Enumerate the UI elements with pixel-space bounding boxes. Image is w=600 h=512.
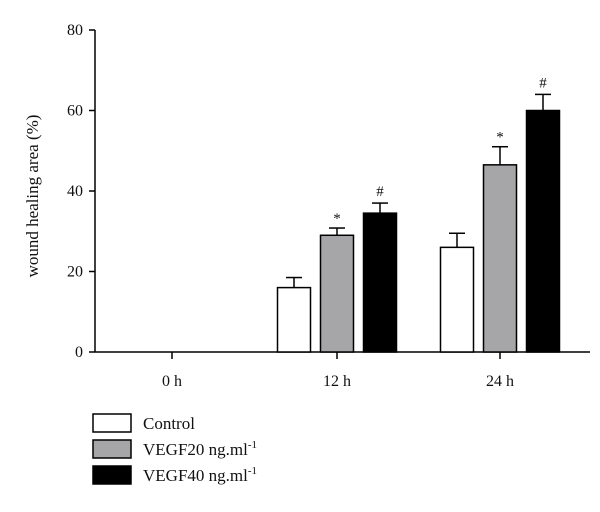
legend-label: VEGF40 ng.ml-1 — [143, 465, 257, 485]
legend-label: VEGF20 ng.ml-1 — [143, 439, 257, 459]
bar-control-12h — [276, 286, 312, 353]
legend-label-superscript: -1 — [248, 439, 257, 451]
legend-swatch — [92, 439, 132, 459]
significance-marker: # — [539, 75, 547, 91]
y-axis-title: wound healing area (%) — [23, 115, 42, 278]
x-axis: 0 h 12 h 24 h — [95, 351, 590, 390]
significance-marker: # — [376, 184, 384, 200]
bars: * * # # — [276, 75, 561, 353]
legend-label-text: VEGF40 ng.ml — [143, 466, 248, 485]
bar-vegf40-24h — [525, 109, 561, 353]
y-tick-label: 0 — [75, 344, 83, 361]
significance-marker: * — [496, 130, 504, 146]
bar-vegf40-12h — [362, 212, 398, 353]
significance-marker: * — [333, 211, 341, 227]
x-tick-label: 12 h — [323, 373, 351, 390]
legend-label-text: VEGF20 ng.ml — [143, 440, 248, 459]
legend-label-text: Control — [143, 414, 195, 433]
legend-swatch — [92, 413, 132, 433]
y-axis: 0 20 40 60 80 — [67, 22, 96, 361]
x-tick-label: 0 h — [162, 373, 182, 390]
y-tick-label: 40 — [67, 183, 83, 200]
y-tick-label: 20 — [67, 264, 83, 281]
bar-control-24h — [439, 246, 475, 353]
y-tick-label: 60 — [67, 103, 83, 120]
x-tick-label: 24 h — [486, 373, 514, 390]
legend-label: Control — [143, 414, 195, 433]
legend-label-superscript: -1 — [248, 465, 257, 477]
y-tick-label: 80 — [67, 22, 83, 39]
bar-vegf20-24h — [482, 164, 518, 353]
bar-vegf20-12h — [319, 234, 355, 353]
legend-swatch — [92, 465, 132, 485]
